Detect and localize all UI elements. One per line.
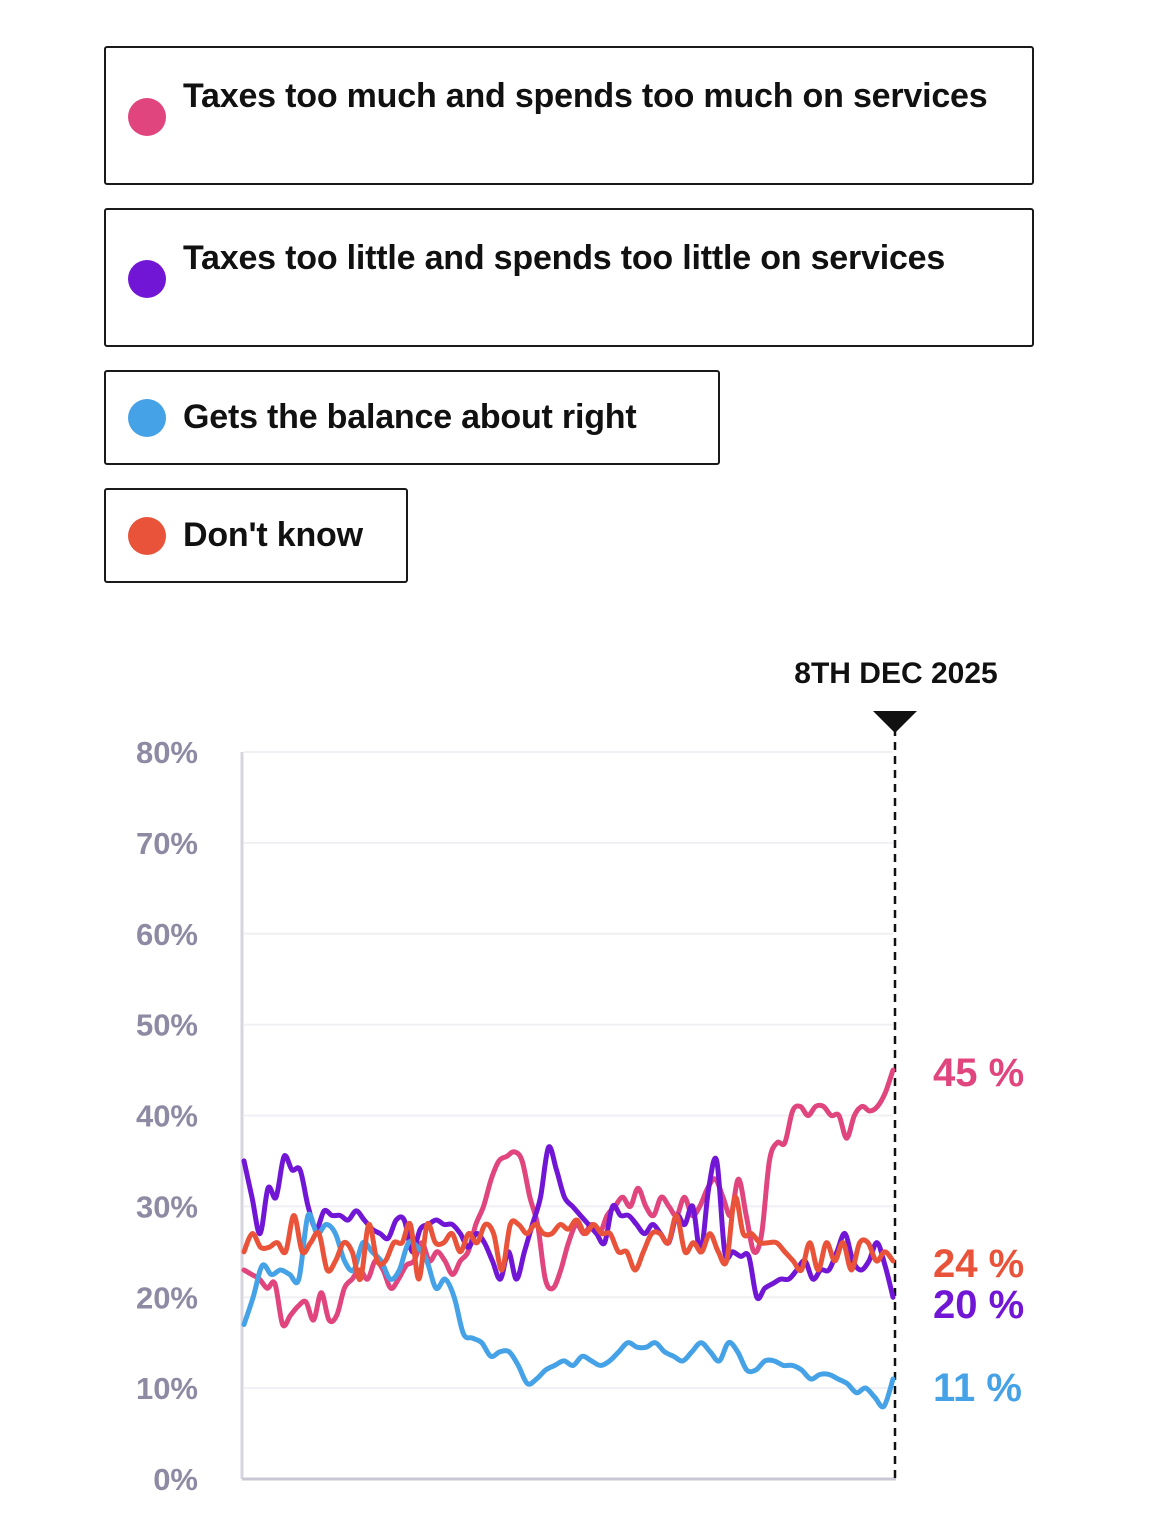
y-tick-label: 10% [136,1371,198,1406]
series-line-3 [241,1194,896,1282]
gridlines [244,751,893,1390]
legend-label: Taxes too little and spends too little o… [183,239,946,277]
legend-dot-icon [128,98,166,136]
series-line-1 [241,1144,896,1302]
y-tick-label: 30% [136,1189,198,1224]
y-tick-label: 50% [136,1008,198,1043]
date-marker-label: 8TH DEC 2025 [794,657,997,690]
legend-item-dont-know[interactable]: Don't know [104,488,408,583]
legend-item-balance-right[interactable]: Gets the balance about right [104,370,720,465]
end-value-label: 11 % [933,1366,1022,1410]
y-tick-label: 40% [136,1099,198,1134]
legend-item-taxes-too-little[interactable]: Taxes too little and spends too little o… [104,208,1034,347]
legend-label: Don't know [183,516,363,554]
y-tick-label: 80% [136,735,198,770]
legend-dot-icon [128,517,166,555]
end-value-label: 24 % [933,1242,1024,1286]
y-tick-label: 20% [136,1280,198,1315]
series-lines [241,1067,896,1410]
end-value-label: 20 % [933,1283,1024,1327]
end-value-label: 45 % [933,1051,1024,1095]
legend-dot-icon [128,399,166,437]
end-labels: 45 % 20 % 11 % 24 % [933,1051,1024,1410]
y-axis-ticks: 0% 10% 20% 30% 40% 50% 60% 70% 80% [136,735,198,1497]
series-line-2 [241,1211,896,1410]
y-tick-label: 0% [153,1462,198,1497]
y-tick-label: 60% [136,917,198,952]
legend-label: Gets the balance about right [183,398,637,436]
date-marker-triangle-icon [873,711,917,733]
legend-dot-icon [128,260,166,298]
y-tick-label: 70% [136,826,198,861]
series-line-0 [241,1067,896,1329]
legend-label: Taxes too much and spends too much on se… [183,77,988,115]
legend-item-taxes-too-much[interactable]: Taxes too much and spends too much on se… [104,46,1034,185]
